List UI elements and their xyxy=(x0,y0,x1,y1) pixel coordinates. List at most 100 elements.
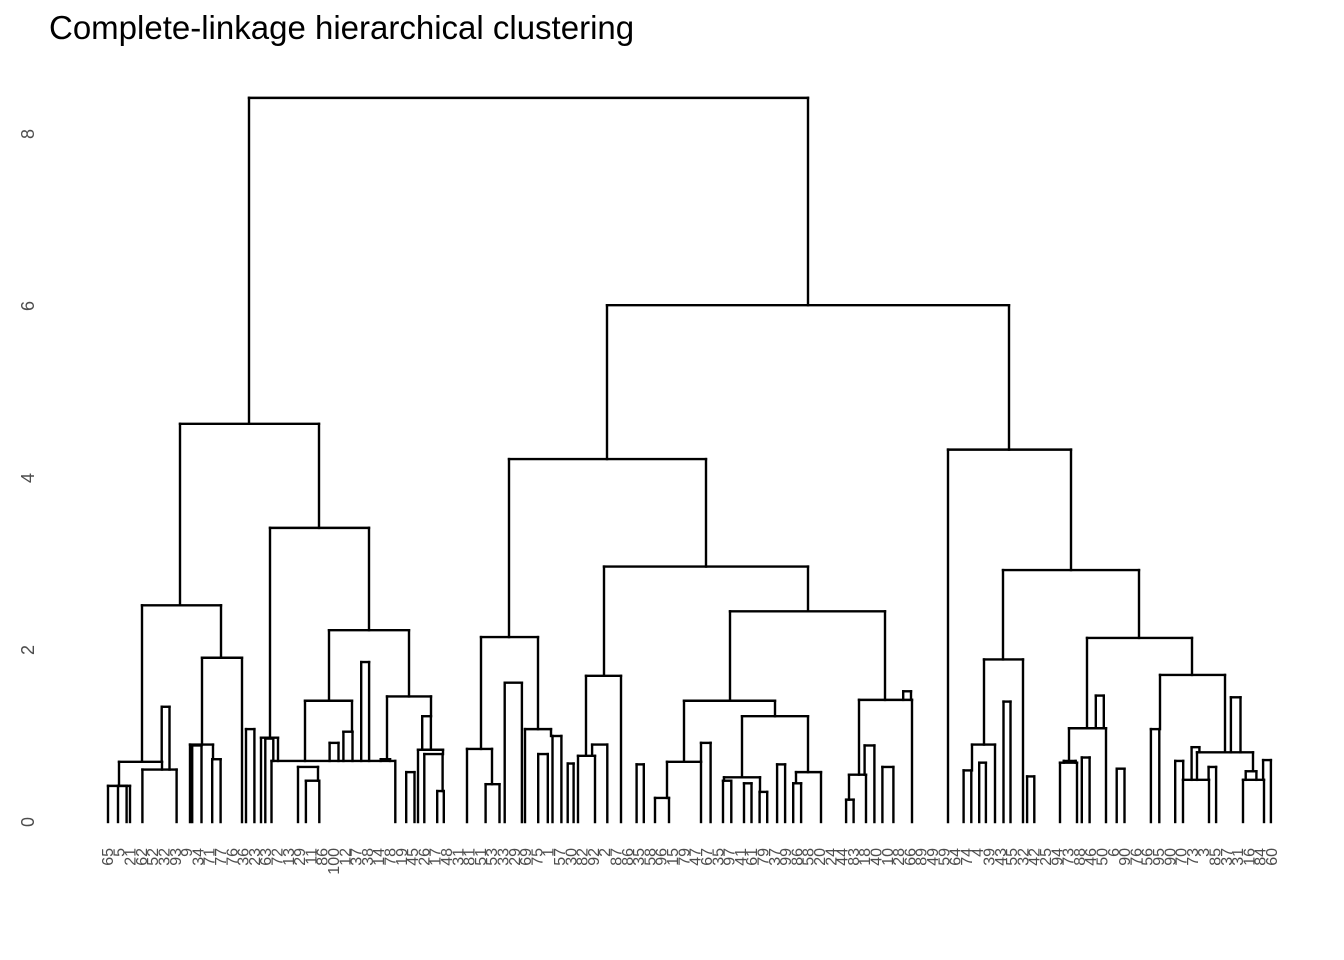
leaf-label: 32 xyxy=(157,848,174,866)
leaf-label: 95 xyxy=(1151,848,1168,866)
leaf-label: 31 xyxy=(450,848,467,866)
leaf-label: 15 xyxy=(665,848,682,866)
leaf-label: 79 xyxy=(676,848,693,866)
leaf-label: 58 xyxy=(642,848,659,866)
leaf-label: 40 xyxy=(868,848,885,866)
leaf-label: 35 xyxy=(631,848,648,866)
leaf-label: 23 xyxy=(247,848,264,866)
leaf-label: 67 xyxy=(699,848,716,866)
leaf-label: 43 xyxy=(993,848,1010,866)
leaf-label: 20 xyxy=(812,848,829,866)
leaf-label: 76 xyxy=(224,848,241,866)
leaf-label: 87 xyxy=(609,848,626,866)
leaf-label: 24 xyxy=(823,848,840,866)
leaf-label: 71 xyxy=(202,848,219,866)
leaf-label: 57 xyxy=(552,848,569,866)
leaf-label: 85 xyxy=(1207,848,1224,866)
leaf-label: 55 xyxy=(1004,848,1021,866)
leaf-label: 5 xyxy=(111,848,128,857)
leaf-label: 18 xyxy=(857,848,874,866)
leaf-label: 90 xyxy=(1162,848,1179,866)
leaf-label: 17 xyxy=(428,848,445,866)
leaf-label: 35 xyxy=(710,848,727,866)
leaf-label: 47 xyxy=(688,848,705,866)
leaf-label: 83 xyxy=(846,848,863,866)
y-axis: 0 2 4 6 8 xyxy=(18,129,38,827)
y-tick-label: 2 xyxy=(18,645,38,655)
leaf-label: 36 xyxy=(236,848,253,866)
leaf-label: 100 xyxy=(326,848,343,875)
leaf-label: 73 xyxy=(1185,848,1202,866)
leaf-label: 59 xyxy=(936,848,953,866)
leaf-label: 94 xyxy=(1049,848,1066,866)
leaf-label: 38 xyxy=(360,848,377,866)
leaf-label: 79 xyxy=(755,848,772,866)
leaf-label: 6 xyxy=(1106,848,1123,857)
leaf-label: 96 xyxy=(654,848,671,866)
leaf-label: 39 xyxy=(981,848,998,866)
leaf-label: 66 xyxy=(902,848,919,866)
leaf-label: 62 xyxy=(134,848,151,866)
leaf-label: 49 xyxy=(925,848,942,866)
leaf-label: 28 xyxy=(891,848,908,866)
leaf-label: 30 xyxy=(563,848,580,866)
leaf-label: 69 xyxy=(518,848,535,866)
leaf-label: 82 xyxy=(575,848,592,866)
leaf-label: 14 xyxy=(371,848,388,866)
leaf-label: 63 xyxy=(258,848,275,866)
leaf-label: 46 xyxy=(1083,848,1100,866)
leaf-label: 93 xyxy=(168,848,185,866)
leaf-label: 16 xyxy=(1241,848,1258,866)
leaf-label: 89 xyxy=(914,848,931,866)
leaf-label: 58 xyxy=(801,848,818,866)
leaf-label: 70 xyxy=(1174,848,1191,866)
leaf-label: 33 xyxy=(496,848,513,866)
leaf-label: 78 xyxy=(383,848,400,866)
leaf-label: 60 xyxy=(1264,848,1281,866)
y-tick-label: 6 xyxy=(18,301,38,311)
leaf-label: 64 xyxy=(948,848,965,866)
leaf-label: 21 xyxy=(123,848,140,866)
leaf-label: 90 xyxy=(1117,848,1134,866)
leaf-label: 76 xyxy=(1128,848,1145,866)
leaf-label: 12 xyxy=(337,848,354,866)
y-tick-label: 4 xyxy=(18,473,38,483)
leaf-label: 56 xyxy=(1140,848,1157,866)
leaf-label: 81 xyxy=(462,848,479,866)
leaf-label: 19 xyxy=(394,848,411,866)
leaf-label: 13 xyxy=(281,848,298,866)
leaf-label: 77 xyxy=(213,848,230,866)
leaf-label: 75 xyxy=(529,848,546,866)
leaf-label: 86 xyxy=(789,848,806,866)
leaf-label: 29 xyxy=(507,848,524,866)
leaf-label: 11 xyxy=(303,848,320,865)
leaf-label: 31 xyxy=(1230,848,1247,866)
leaf-label: 50 xyxy=(1094,848,1111,866)
leaf-label: 48 xyxy=(439,848,456,866)
leaf-label: 3 xyxy=(1196,848,1213,857)
leaf-label: 73 xyxy=(1061,848,1078,866)
leaf-label: 99 xyxy=(778,848,795,866)
leaf-label: 4 xyxy=(970,848,987,857)
leaf-labels: 6552162523293934717776362363721329118610… xyxy=(100,848,1281,875)
y-tick-label: 8 xyxy=(18,129,38,139)
leaf-label: 34 xyxy=(190,848,207,866)
leaf-label: 2 xyxy=(597,848,614,857)
dendrogram-tree xyxy=(106,96,1273,824)
leaf-label: 37 xyxy=(349,848,366,866)
leaf-label: 9 xyxy=(179,848,196,857)
leaf-label: 61 xyxy=(744,848,761,866)
leaf-label: 86 xyxy=(620,848,637,866)
leaf-label: 45 xyxy=(405,848,422,866)
leaf-label: 65 xyxy=(100,848,117,866)
leaf-label: 25 xyxy=(1038,848,1055,866)
leaf-label: 88 xyxy=(1072,848,1089,866)
leaf-label: 74 xyxy=(959,848,976,866)
leaf-label: 37 xyxy=(767,848,784,866)
leaf-label: 97 xyxy=(722,848,739,866)
leaf-label: 1 xyxy=(541,848,558,857)
leaf-label: 52 xyxy=(145,848,162,866)
leaf-label: 51 xyxy=(473,848,490,866)
leaf-label: 29 xyxy=(292,848,309,866)
